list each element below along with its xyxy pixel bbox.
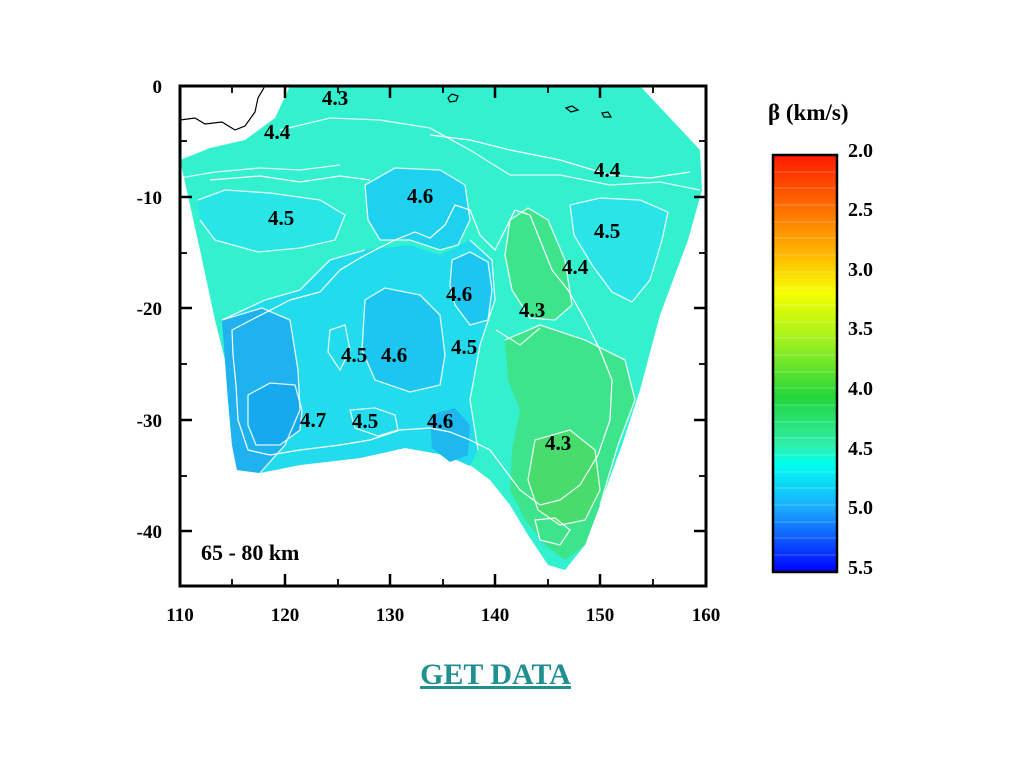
color-legend-tick: 4.0 bbox=[848, 378, 873, 400]
color-legend-tick: 2.5 bbox=[848, 199, 873, 221]
x-axis-labels: 110 120 130 140 150 160 bbox=[166, 605, 720, 626]
x-tick-label: 150 bbox=[586, 605, 615, 626]
velocity-field-central-patch bbox=[362, 288, 445, 392]
x-tick-label: 130 bbox=[376, 605, 405, 626]
contour-label: 4.5 bbox=[341, 343, 367, 367]
contour-value-labels: 4.3 4.4 4.4 4.6 4.5 4.5 4.4 4.6 4.3 4.5 … bbox=[264, 86, 621, 455]
y-tick-label: -40 bbox=[137, 522, 162, 543]
color-legend-tick: 4.5 bbox=[848, 438, 873, 460]
contour-label: 4.4 bbox=[264, 120, 291, 144]
x-tick-label: 120 bbox=[271, 605, 300, 626]
contour-label: 4.6 bbox=[381, 343, 407, 367]
contour-label: 4.6 bbox=[427, 409, 453, 433]
y-tick-label: -30 bbox=[137, 411, 162, 432]
velocity-field-south-patch bbox=[430, 408, 470, 462]
y-tick-label: -20 bbox=[137, 299, 162, 320]
color-legend-title: β (km/s) bbox=[768, 100, 848, 125]
velocity-field-se-core bbox=[528, 430, 600, 525]
velocity-field-north-patch bbox=[365, 168, 470, 250]
y-tick-label: -10 bbox=[137, 188, 162, 209]
color-legend-tick: 3.5 bbox=[848, 318, 873, 340]
neighbor-coastline bbox=[180, 86, 613, 131]
velocity-field-east-patch bbox=[450, 252, 492, 325]
contour-label: 4.4 bbox=[562, 255, 589, 279]
contour-label: 4.5 bbox=[451, 335, 477, 359]
contour-label: 4.5 bbox=[268, 206, 294, 230]
x-tick-label: 140 bbox=[481, 605, 510, 626]
contour-label: 4.6 bbox=[446, 282, 472, 306]
y-axis-labels: 0 -10 -20 -30 -40 bbox=[137, 77, 162, 543]
color-legend-bands bbox=[774, 171, 836, 556]
contour-label: 4.5 bbox=[352, 409, 378, 433]
y-tick-label: 0 bbox=[153, 77, 163, 98]
velocity-field-east-green bbox=[505, 208, 572, 320]
axis-ticks bbox=[178, 86, 708, 586]
color-legend: β (km/s) 2.0 bbox=[768, 100, 873, 579]
contour-label: 4.5 bbox=[594, 219, 620, 243]
coastlines bbox=[209, 134, 691, 546]
contour-label: 4.3 bbox=[519, 298, 545, 322]
contour-lines bbox=[180, 117, 701, 526]
x-tick-label: 160 bbox=[692, 605, 721, 626]
x-tick-label: 110 bbox=[166, 605, 193, 626]
color-legend-tick: 5.5 bbox=[848, 557, 873, 579]
color-legend-tick: 3.0 bbox=[848, 259, 873, 281]
contour-label: 4.3 bbox=[322, 86, 348, 110]
get-data-link[interactable]: GET DATA bbox=[420, 658, 571, 691]
contour-label: 4.6 bbox=[407, 184, 433, 208]
color-legend-tick: 5.0 bbox=[848, 497, 873, 519]
velocity-field-sw-core bbox=[248, 383, 302, 445]
color-legend-tick: 2.0 bbox=[848, 140, 873, 162]
map-plot-area: 4.3 4.4 4.4 4.6 4.5 4.5 4.4 4.6 4.3 4.5 … bbox=[180, 86, 702, 570]
velocity-field-nw-patch bbox=[198, 190, 345, 252]
contour-label: 4.3 bbox=[545, 431, 571, 455]
color-legend-bar bbox=[771, 153, 839, 574]
velocity-field-ne-patch bbox=[570, 198, 668, 302]
contour-label: 4.7 bbox=[300, 408, 326, 432]
depth-range-label: 65 - 80 km bbox=[201, 540, 299, 565]
contour-label: 4.4 bbox=[594, 158, 621, 182]
